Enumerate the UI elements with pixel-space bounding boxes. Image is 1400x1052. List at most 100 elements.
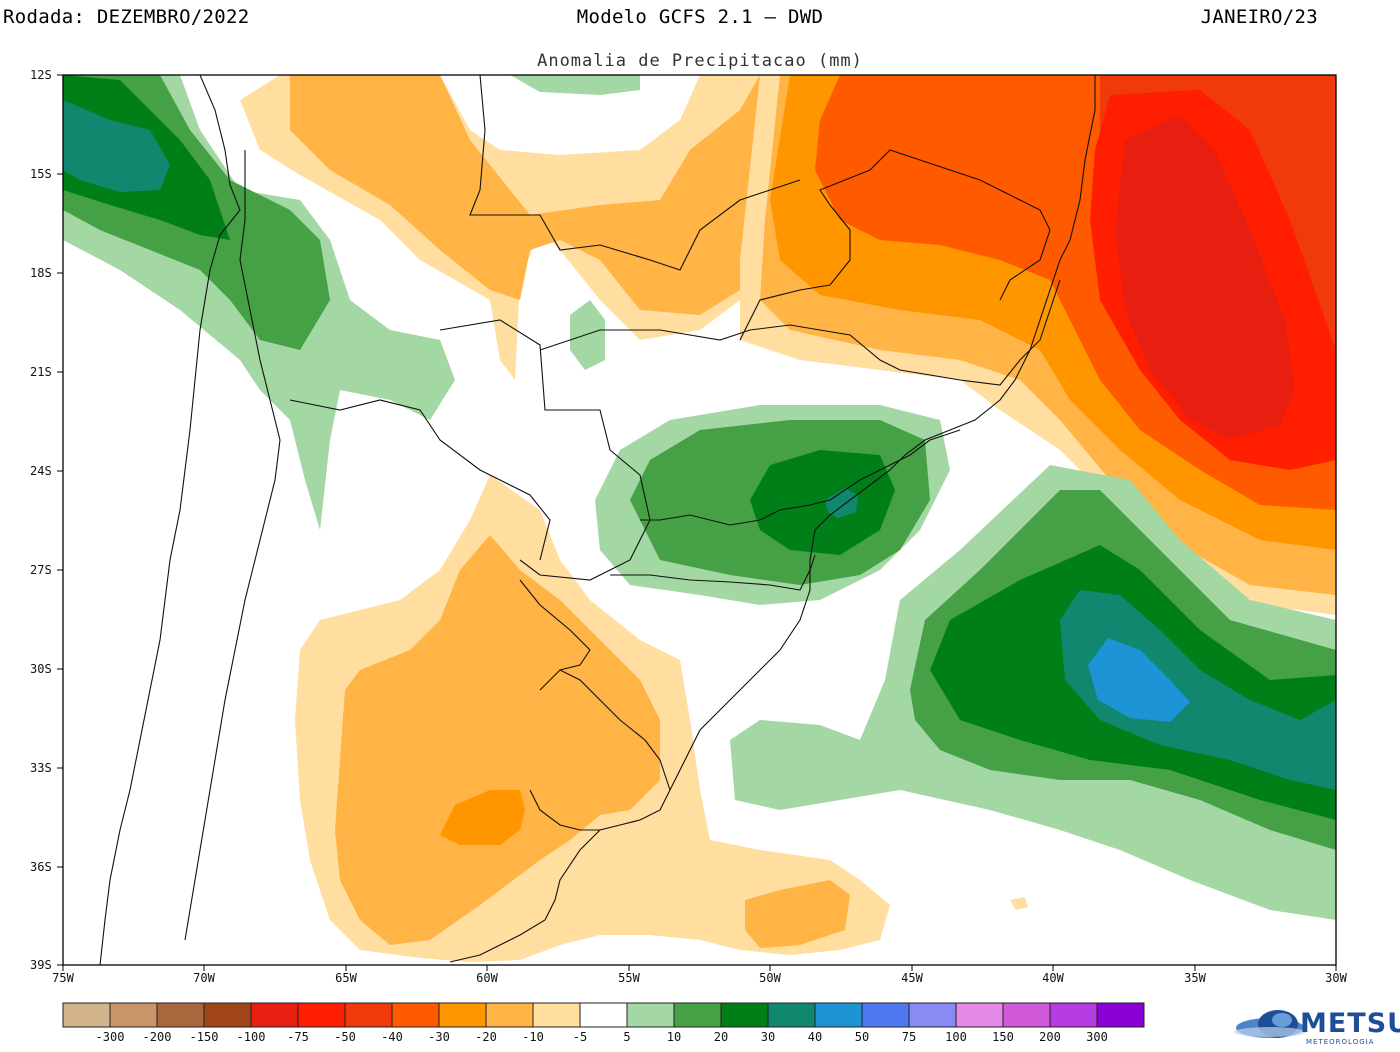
colorbar-swatch [1096,1002,1145,1028]
wet-small-blob [570,300,605,370]
colorbar-swatch [438,1002,487,1028]
contour-fields [63,75,1336,965]
colorbar-label: -20 [475,1030,497,1044]
paraguay-border [439,319,651,581]
longitude-labels: 75W 70W 65W 60W 55W 50W 45W 40W 35W 30W [52,971,1347,985]
colorbar-label: 150 [992,1030,1014,1044]
colorbar-swatch [673,1002,722,1028]
brand-name: METSUL [1300,1008,1400,1039]
model-title: Modelo GCFS 2.1 — DWD [576,6,824,28]
colorbar-swatch [297,1002,346,1028]
wet-atl-30 [1060,590,1336,790]
atlantic-coastline [449,75,1096,963]
map-subtitle: Anomalia de Precipitacao (mm) [537,51,863,71]
colorbar-label: 75 [902,1030,916,1044]
colorbar-swatch [109,1002,158,1028]
colorbar-swatch [485,1002,534,1028]
latitude-labels: 12S 15S 18S 21S 24S 27S 30S 33S 36S 39S [30,68,52,972]
lon-label-45w: 45W [901,971,923,985]
colorbar [62,1002,1145,1028]
andes-line [184,150,281,941]
lat-label-39s: 39S [30,958,52,972]
colorbar-label: 10 [667,1030,681,1044]
colorbar-label: 50 [855,1030,869,1044]
axis-ticks [57,74,1337,971]
lat-label-33s: 33S [30,761,52,775]
metsul-logo-icon [1234,1010,1306,1038]
colorbar-label: 5 [623,1030,630,1044]
run-date-label: Rodada: DEZEMBRO/2022 [3,6,250,28]
colorbar-label: -75 [287,1030,309,1044]
lat-label-36s: 36S [30,860,52,874]
target-month-label: JANEIRO/23 [1200,6,1318,28]
dry-ne-75 [1115,115,1295,440]
colorbar-swatch [814,1002,863,1028]
wet-se-20 [750,450,895,555]
colorbar-label: 300 [1086,1030,1108,1044]
colorbar-swatch [908,1002,957,1028]
brand-tagline: METEOROLOGIA [1306,1038,1375,1046]
colorbar-label: 100 [945,1030,967,1044]
lon-label-35w: 35W [1184,971,1206,985]
lon-label-30w: 30W [1325,971,1347,985]
colorbar-swatch [955,1002,1004,1028]
map-frame [62,74,1337,966]
lon-label-55w: 55W [618,971,640,985]
mato-grosso-border [739,149,1051,341]
colorbar-swatch [532,1002,581,1028]
colorbar-swatch [156,1002,205,1028]
colorbar-labels: -300 -200 -150 -100 -75 -50 -40 -30 -20 … [96,1030,1108,1044]
colorbar-label: 40 [808,1030,822,1044]
bolivia-argentina-border [289,399,551,561]
colorbar-label: -10 [522,1030,544,1044]
wet-north-blob [510,75,640,95]
colorbar-label: -5 [573,1030,587,1044]
lon-label-65w: 65W [335,971,357,985]
dry-south-10 [335,535,660,945]
lon-label-70w: 70W [193,971,215,985]
lon-label-60w: 60W [476,971,498,985]
colorbar-label: 30 [761,1030,775,1044]
parana-sc-borders [640,429,961,526]
dry-south-20 [440,790,525,845]
colorbar-swatch [203,1002,252,1028]
lat-label-15s: 15S [30,167,52,181]
lat-label-27s: 27S [30,563,52,577]
colorbar-label: -200 [143,1030,172,1044]
colorbar-swatch [62,1002,111,1028]
sc-rs-border [610,554,816,591]
colorbar-label: -100 [237,1030,266,1044]
dry-offshore-10 [745,880,850,948]
dry-tiny-blob [1010,897,1028,910]
colorbar-swatch [579,1002,628,1028]
wet-nw-30 [63,100,170,192]
colorbar-swatch [1002,1002,1051,1028]
lat-label-30s: 30S [30,662,52,676]
colorbar-swatch [391,1002,440,1028]
colorbar-swatch [250,1002,299,1028]
lat-label-21s: 21S [30,365,52,379]
argentina-brazil-border [519,579,591,671]
wet-se-30 [825,488,858,518]
rio-plata-border [529,789,600,831]
colorbar-swatch [626,1002,675,1028]
colorbar-swatch [1049,1002,1098,1028]
colorbar-label: 200 [1039,1030,1061,1044]
colorbar-label: 20 [714,1030,728,1044]
lon-label-40w: 40W [1042,971,1064,985]
colorbar-swatch [767,1002,816,1028]
colorbar-label: -300 [96,1030,125,1044]
colorbar-label: -50 [334,1030,356,1044]
lat-label-18s: 18S [30,266,52,280]
colorbar-label: -40 [381,1030,403,1044]
colorbar-label: -150 [190,1030,219,1044]
dry-center-white-gap [440,75,700,155]
brazil-bolivia-border [469,75,801,271]
lat-label-12s: 12S [30,68,52,82]
pacific-coastline [99,75,241,965]
uruguay-border [539,669,671,791]
colorbar-label: -30 [428,1030,450,1044]
country-borders [99,75,1096,965]
colorbar-swatch [720,1002,769,1028]
